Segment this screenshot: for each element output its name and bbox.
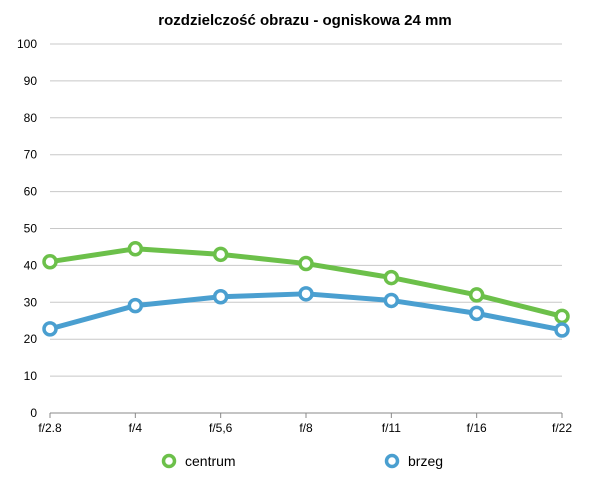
y-tick-label: 20: [24, 332, 38, 346]
x-tick-label: f/8: [299, 421, 313, 435]
y-tick-label: 70: [24, 148, 38, 162]
legend-marker-centrum: [161, 453, 177, 469]
grid-lines: [50, 43, 562, 414]
data-point-centrum: [42, 253, 58, 270]
x-tick-label: f/2.8: [38, 421, 62, 435]
data-point-centrum: [298, 255, 314, 272]
series-brzeg: [42, 286, 570, 338]
x-tick-label: f/4: [129, 421, 143, 435]
y-tick-label: 80: [24, 111, 38, 125]
x-tick-label: f/16: [467, 421, 487, 435]
legend-label-brzeg: brzeg: [408, 453, 443, 469]
y-tick-label: 10: [24, 369, 38, 383]
data-point-brzeg: [383, 292, 400, 309]
series-centrum: [42, 241, 570, 325]
data-point-brzeg: [127, 297, 144, 314]
data-point-brzeg: [554, 322, 570, 338]
legend-label-centrum: centrum: [185, 453, 236, 469]
data-point-centrum: [127, 241, 144, 257]
data-point-centrum: [212, 246, 229, 263]
y-tick-label: 100: [17, 37, 37, 51]
x-tick-label: f/22: [552, 421, 572, 435]
data-point-centrum: [383, 269, 400, 286]
legend-marker-brzeg: [384, 453, 400, 469]
legend-item-centrum: centrum: [161, 453, 236, 469]
y-tick-label: 40: [24, 258, 38, 272]
x-axis-ticks: f/2.8 f/4 f/5,6 f/8 f/11 f/16 f/22: [38, 413, 572, 435]
legend-item-brzeg: brzeg: [384, 453, 443, 469]
y-tick-label: 50: [24, 222, 38, 236]
x-tick-label: f/11: [382, 421, 401, 435]
series-layer: [42, 241, 570, 338]
y-tick-label: 0: [30, 406, 37, 420]
y-tick-label: 30: [24, 295, 38, 309]
data-point-brzeg: [298, 286, 314, 302]
y-tick-label: 90: [24, 74, 38, 88]
data-point-brzeg: [468, 305, 485, 322]
data-point-brzeg: [42, 321, 58, 337]
data-point-centrum: [554, 308, 570, 325]
x-tick-label: f/5,6: [209, 421, 233, 435]
y-axis-ticks: 0 10 20 30 40 50 60 70 80 90 100: [17, 37, 37, 420]
legend: centrum brzeg: [161, 453, 443, 469]
y-tick-label: 60: [24, 185, 38, 199]
data-point-centrum: [468, 287, 485, 303]
chart-title: rozdzielczość obrazu - ogniskowa 24 mm: [158, 12, 451, 29]
data-point-brzeg: [212, 289, 229, 305]
